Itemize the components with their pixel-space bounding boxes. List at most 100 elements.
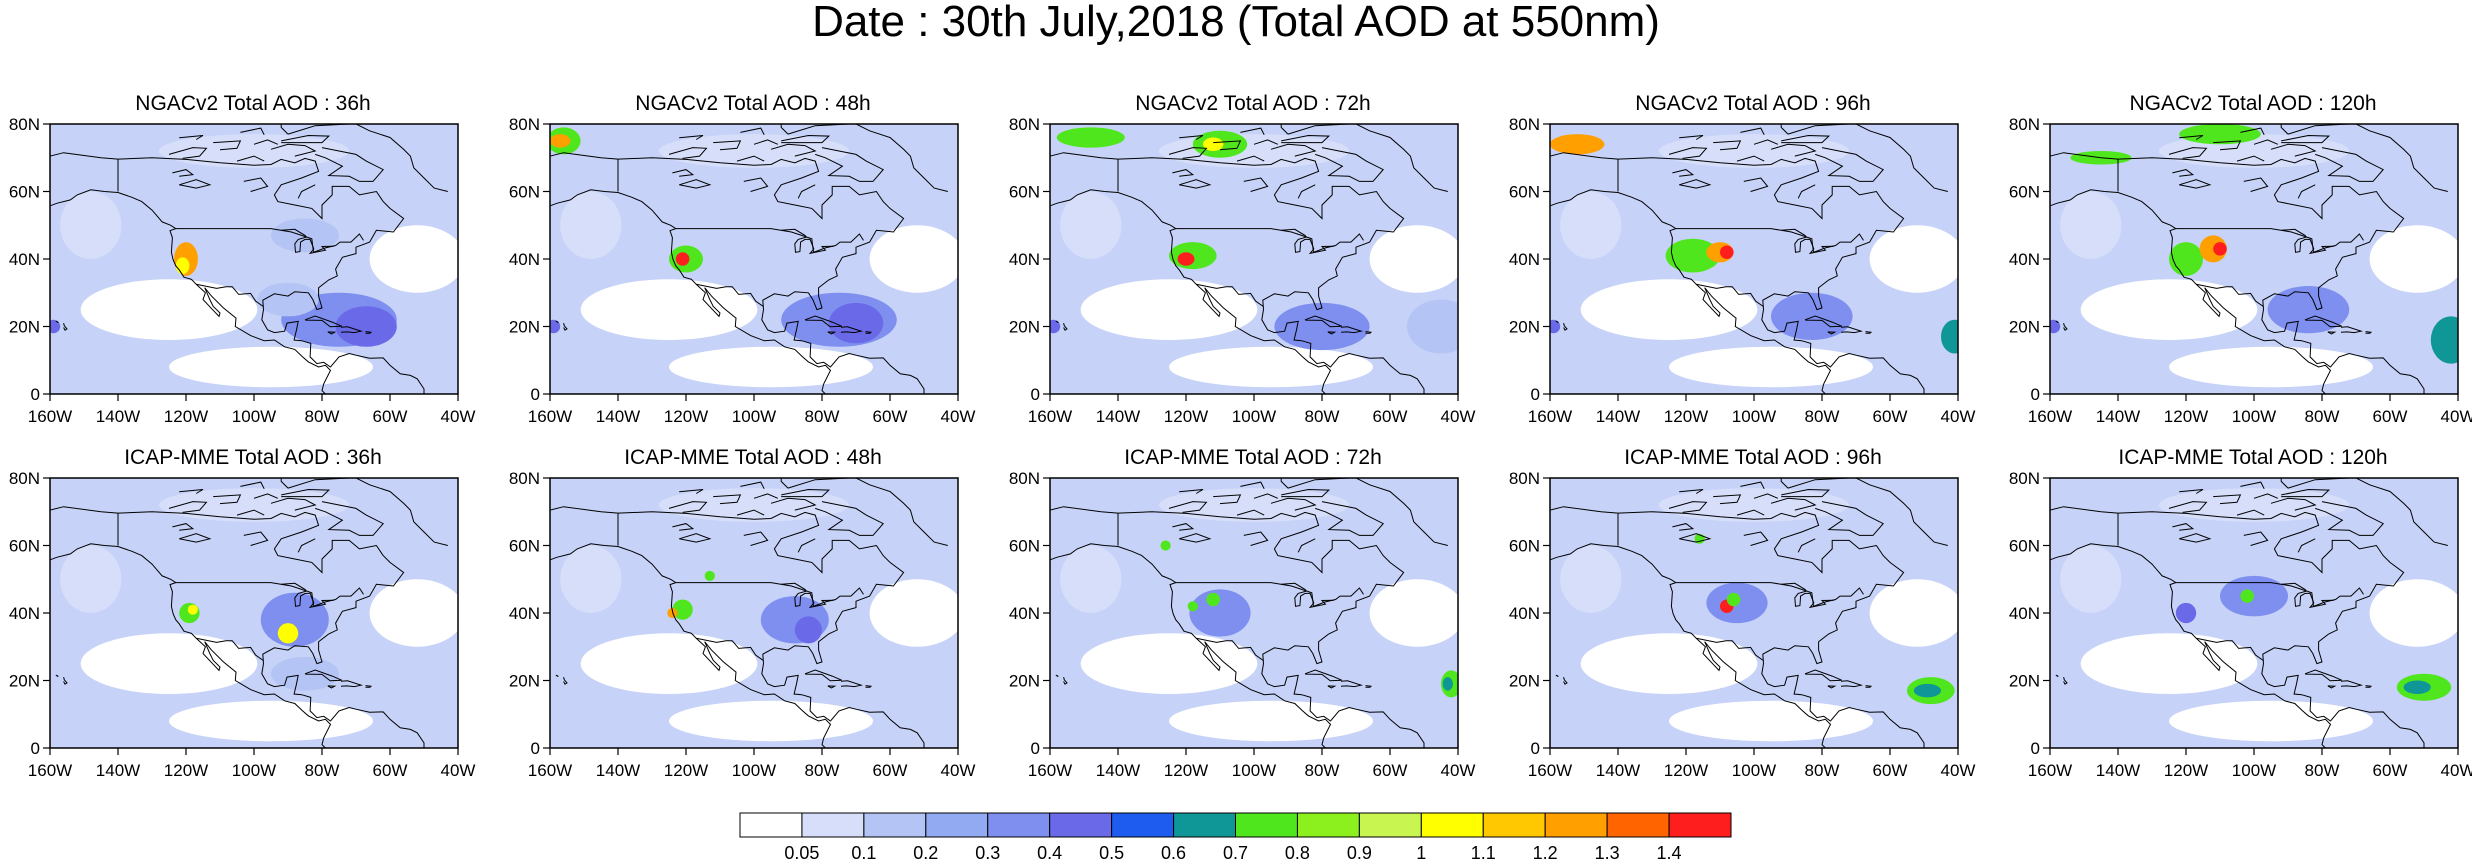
colorbar-label: 0.2 [913, 843, 938, 862]
lon-tick-label: 100W [1232, 761, 1276, 780]
coastline [175, 582, 364, 607]
coastline [1365, 331, 1373, 334]
coastline [315, 501, 384, 536]
coastline [1865, 685, 1873, 688]
lon-tick-label: 120W [2164, 407, 2208, 426]
aod-feature [1369, 579, 1458, 647]
coastline [1243, 531, 1269, 546]
coastline [1753, 139, 1778, 145]
coastline [1668, 147, 1708, 159]
aod-feature [1050, 319, 1061, 334]
aod-feature [1158, 488, 1350, 522]
colorbar-swatch [739, 812, 803, 838]
aod-feature [2403, 680, 2431, 694]
colorbar-swatch [1111, 812, 1175, 838]
coastline [797, 538, 816, 553]
aod-feature [1189, 589, 1251, 637]
coastline [1550, 506, 1925, 748]
coastline [2281, 582, 2334, 609]
coastline [1304, 669, 1342, 682]
lat-tick-label: 60N [9, 183, 40, 202]
lat-tick-label: 40N [9, 604, 40, 623]
lon-tick-label: 40W [2441, 407, 2472, 426]
coastline [2340, 326, 2364, 334]
coastline [1213, 140, 1242, 151]
map-panel-icap-36h: 160W 140W 120W 100W 80W 60W 40W 0 20N 40N 60N 80N [9, 469, 476, 780]
coastline [2050, 152, 2425, 394]
aod-feature [1169, 700, 1373, 742]
coastline [213, 140, 242, 151]
coastline [1815, 501, 1884, 536]
aod-feature [1407, 299, 1458, 354]
coastline [281, 134, 331, 144]
lat-tick-label: 0 [1031, 385, 1040, 404]
coastline [50, 189, 332, 394]
lon-tick-label: 160W [528, 761, 572, 780]
coastline [563, 322, 568, 331]
aod-feature [580, 279, 758, 340]
coastline [1550, 189, 1832, 394]
lon-tick-label: 140W [96, 407, 140, 426]
coastline [2175, 582, 2364, 607]
coastline [1672, 169, 1695, 177]
coastline [1304, 315, 1342, 328]
lat-tick-label: 20N [509, 318, 540, 337]
lon-tick-label: 120W [1664, 761, 1708, 780]
lon-tick-label: 80W [305, 761, 340, 780]
aod-feature [1080, 279, 1258, 340]
coastline [781, 488, 831, 498]
lon-tick-label: 160W [1028, 407, 1072, 426]
coastline [270, 143, 317, 157]
coastline [1050, 506, 1425, 748]
lon-tick-label: 40W [941, 761, 976, 780]
coastline [753, 493, 778, 499]
aod-feature [369, 579, 458, 647]
aod-feature [335, 306, 397, 347]
coastline [1196, 283, 1264, 308]
coastline [2179, 135, 2204, 140]
coastline [1516, 180, 1533, 181]
coastline [175, 228, 364, 253]
lat-tick-label: 80N [509, 115, 540, 134]
aod-feature [1658, 134, 1850, 168]
aod-field [50, 478, 458, 748]
coastline [1063, 676, 1068, 685]
coastline [516, 180, 533, 181]
lat-tick-label: 0 [31, 739, 40, 758]
aod-feature [1158, 134, 1350, 168]
coastline [1563, 676, 1568, 685]
lon-tick-label: 40W [441, 761, 476, 780]
coastline [16, 180, 33, 181]
lat-tick-label: 0 [31, 385, 40, 404]
lon-tick-label: 160W [528, 407, 572, 426]
coastline [2281, 228, 2334, 255]
aod-feature [169, 346, 373, 388]
coastline [1563, 322, 1568, 331]
lon-tick-label: 80W [1805, 407, 1840, 426]
coastline [270, 497, 317, 511]
coastline [172, 169, 195, 177]
lat-tick-label: 0 [1531, 385, 1540, 404]
panel-title-icap-48h: ICAP-MME Total AOD : 48h [624, 446, 882, 469]
coastline [1050, 543, 1332, 748]
lat-tick-label: 20N [1009, 318, 1040, 337]
map-panel-icap-120h: 160W 140W 120W 100W 80W 60W 40W 0 20N 40N 60N 80N [2009, 469, 2472, 780]
lon-tick-label: 100W [232, 407, 276, 426]
lat-tick-label: 60N [1009, 183, 1040, 202]
lat-tick-label: 20N [9, 318, 40, 337]
coastline [340, 326, 364, 334]
lon-tick-label: 80W [1805, 761, 1840, 780]
colorbar: 0.05 0.1 0.2 0.3 0.4 0.5 0.6 0.7 0.8 0.9 1 1.1 1.2 1.… [739, 812, 1732, 862]
coastline [1168, 147, 1208, 159]
coastline [315, 147, 384, 182]
coastline [253, 139, 278, 145]
coastline [804, 315, 842, 328]
coastline [740, 127, 765, 136]
aod-feature [2080, 633, 2258, 694]
coastline [827, 685, 837, 689]
aod-feature [869, 225, 958, 293]
coastline [2196, 283, 2264, 308]
coastline [1327, 331, 1337, 335]
aod-feature [1720, 245, 1734, 259]
coastline [1270, 497, 1317, 511]
